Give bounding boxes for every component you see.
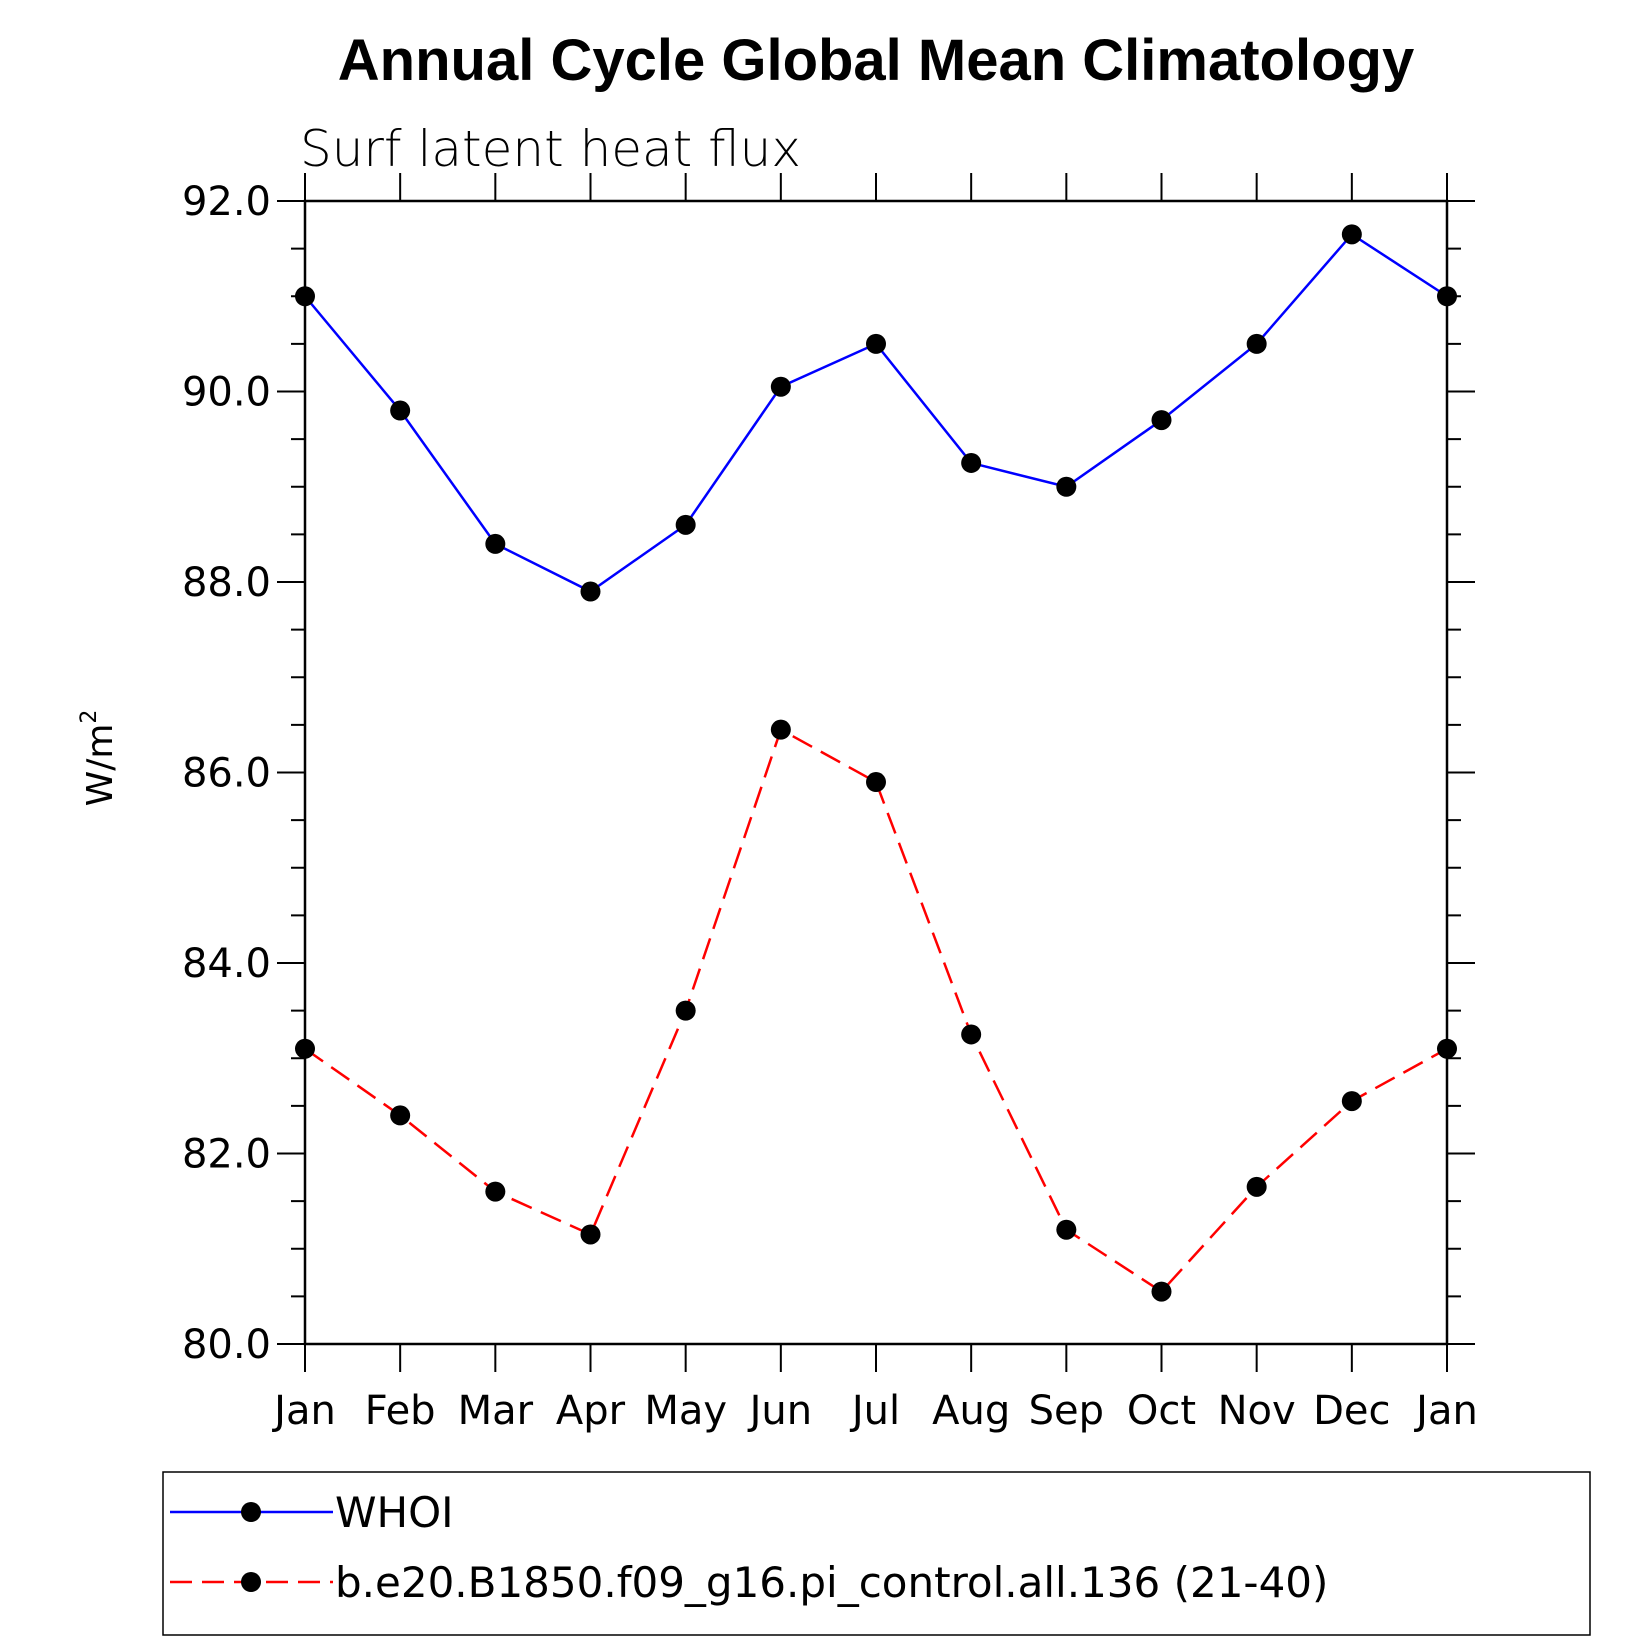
data-point — [485, 1181, 506, 1202]
x-tick-label: Mar — [458, 1388, 534, 1434]
data-point — [1246, 1176, 1267, 1197]
x-tick-label: Jun — [747, 1388, 813, 1434]
x-tick-label: Jan — [271, 1388, 336, 1434]
y-tick-label: 86.0 — [182, 751, 271, 797]
data-point — [1341, 224, 1362, 245]
data-point — [866, 333, 886, 354]
y-tick-label: 82.0 — [182, 1132, 271, 1178]
legend: WHOI b.e20.B1850.f09_g16.pi_control.all.1… — [162, 1471, 1591, 1636]
legend-label: b.e20.B1850.f09_g16.pi_control.all.136 (… — [335, 1558, 1328, 1607]
data-point — [961, 1024, 982, 1045]
y-tick-label: 90.0 — [182, 370, 271, 416]
data-point — [485, 533, 506, 554]
legend-box — [162, 1471, 1591, 1636]
y-tick-label: 88.0 — [182, 560, 271, 606]
data-point — [295, 1038, 315, 1059]
data-point — [295, 286, 315, 307]
data-point — [770, 719, 791, 740]
y-axis-label: W/m2 — [77, 710, 121, 807]
y-tick-label: 84.0 — [182, 941, 271, 987]
x-tick-label: Feb — [365, 1388, 436, 1434]
data-point — [1151, 1281, 1172, 1302]
data-point — [390, 400, 411, 421]
chart-title: Annual Cycle Global Mean Climatology — [338, 28, 1414, 93]
y-axis-label-base: W/m — [80, 724, 121, 807]
series-line — [304, 727, 1448, 1294]
y-axis-label-superscript: 2 — [77, 710, 102, 724]
x-tick-label: Jul — [849, 1388, 900, 1434]
x-tick-label: Oct — [1127, 1388, 1196, 1434]
y-axis-ticks: 80.0 82.0 84.0 86.0 88.0 90.0 92.0 — [182, 179, 1475, 1368]
legend-label: WHOI — [335, 1488, 454, 1537]
x-tick-label: Aug — [932, 1388, 1010, 1434]
data-point — [1341, 1091, 1362, 1112]
x-tick-label: Dec — [1313, 1388, 1390, 1434]
x-tick-label: Jan — [1413, 1388, 1478, 1434]
data-point — [770, 376, 791, 397]
chart-subtitle: Surf latent heat flux — [300, 120, 801, 178]
legend-swatch-marker — [241, 1572, 261, 1592]
x-axis-ticks: Jan Feb Mar Apr May Jun Jul Aug Sep Oct Nov Dec Jan — [271, 173, 1478, 1434]
data-point — [1437, 286, 1457, 307]
data-point — [961, 452, 982, 473]
data-point — [1056, 1219, 1077, 1240]
x-tick-label: May — [644, 1388, 727, 1434]
series-layer — [295, 224, 1457, 1302]
y-tick-label: 80.0 — [182, 1322, 271, 1368]
data-point — [1151, 410, 1172, 431]
data-point — [1056, 476, 1077, 497]
legend-items: WHOI b.e20.B1850.f09_g16.pi_control.all.1… — [170, 1488, 1328, 1607]
x-tick-label: Apr — [556, 1388, 626, 1434]
data-point — [866, 772, 886, 793]
data-point — [675, 514, 696, 535]
y-tick-label: 92.0 — [182, 179, 271, 225]
data-point — [675, 1000, 696, 1021]
data-point — [1437, 1038, 1457, 1059]
data-point — [580, 1224, 601, 1245]
data-point — [580, 581, 601, 602]
x-tick-label: Sep — [1029, 1388, 1104, 1434]
data-point — [1246, 333, 1267, 354]
series-line — [304, 232, 1448, 593]
x-tick-label: Nov — [1218, 1388, 1296, 1434]
legend-swatch-marker — [241, 1502, 261, 1522]
data-point — [390, 1105, 411, 1126]
